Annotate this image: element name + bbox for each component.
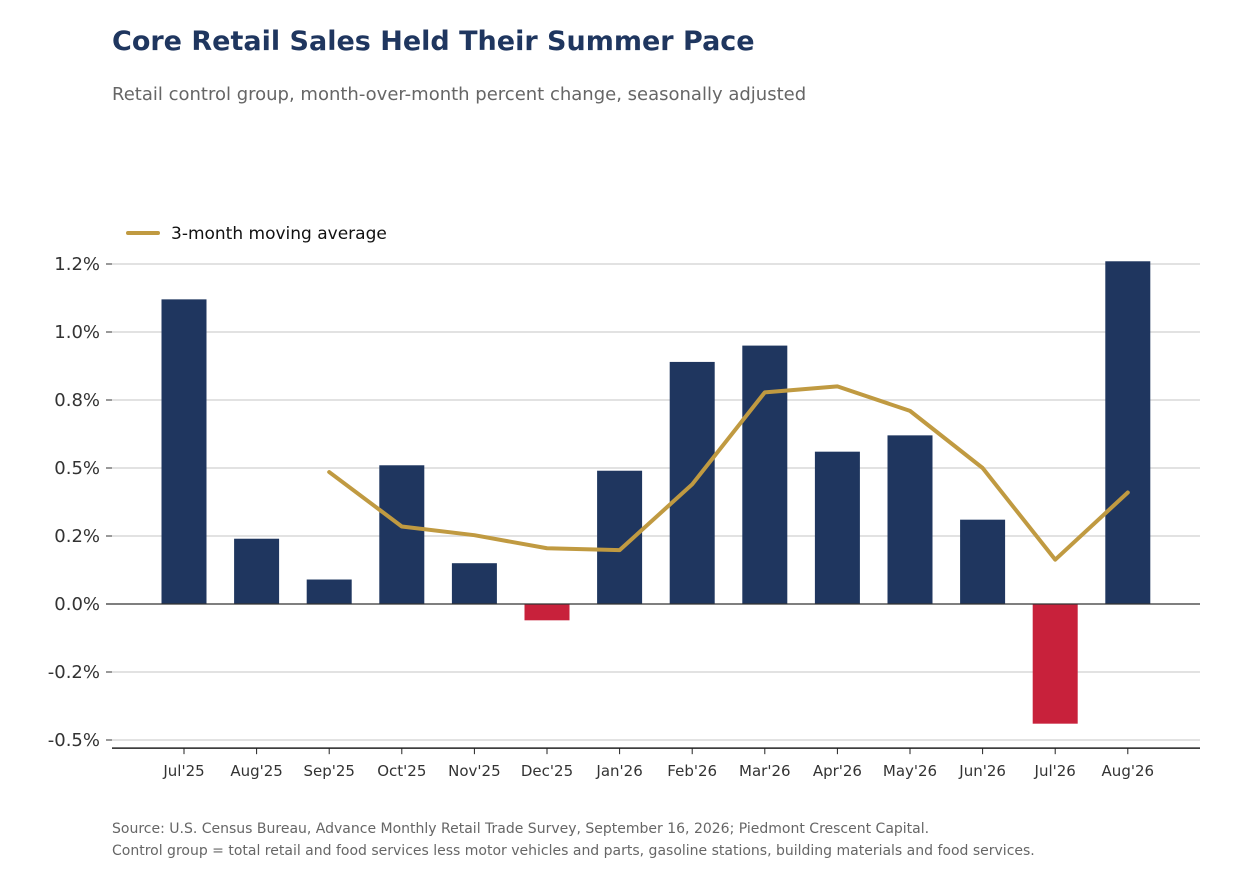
definition-note: Control group = total retail and food se… [112,843,1035,859]
bar-Apr26 [814,451,860,604]
legend-label: 3-month moving average [171,224,387,244]
source-note: Source: U.S. Census Bureau, Advance Mont… [112,821,930,837]
x-tick-label: Feb'26 [667,762,717,780]
y-tick-label: 1.0% [54,322,100,343]
y-tick-label: -0.5% [48,730,100,751]
y-tick-label: 0.5% [54,458,100,479]
legend: 3-month moving average [126,224,387,244]
x-tick-label: Nov'25 [448,762,501,780]
bar-Mar26 [742,345,788,604]
y-tick-label: 0.0% [54,594,100,615]
bar-Nov25 [451,563,497,604]
y-tick-label: 0.2% [54,526,100,547]
x-tick-label: Apr'26 [813,762,862,780]
x-tick-label: Jun'26 [958,762,1006,780]
x-tick-label: May'26 [883,762,937,780]
x-tick-label: Oct'25 [377,762,426,780]
chart-subtitle: Retail control group, month-over-month p… [112,84,807,105]
y-tick-label: -0.2% [48,662,100,683]
x-tick-label: Jul'26 [1034,762,1076,780]
bar-Jun26 [960,519,1006,604]
chart-title: Core Retail Sales Held Their Summer Pace [112,26,755,57]
y-tick-label: 0.8% [54,390,100,411]
bar-Sep25 [306,579,352,604]
x-tick-label: Aug'26 [1102,762,1155,780]
bar-Aug25 [234,538,280,604]
bar-Aug26 [1105,261,1151,604]
axes: 1.2% 1.0% 0.8% 0.5% 0.2% 0.0% -0.2% -0.5% Jul'25… [48,254,1200,780]
x-tick-label: Sep'25 [303,762,354,780]
x-tick-label: Jan'26 [595,762,642,780]
chart-footer: Source: U.S. Census Bureau, Advance Mont… [112,818,1035,862]
bar-Jul26 [1032,604,1078,724]
bar-Jul25 [161,299,207,604]
grid-lines [112,263,1200,741]
bar-Dec25 [524,604,570,621]
x-tick-label: Aug'25 [230,762,283,780]
bars [161,261,1151,724]
y-tick-label: 1.2% [54,254,100,275]
x-tick-label: Jul'25 [162,762,204,780]
bar-May26 [887,435,933,604]
x-tick-label: Mar'26 [739,762,791,780]
moving-average-line [327,384,1130,562]
bar-Oct25 [379,465,425,604]
x-tick-label: Dec'25 [521,762,573,780]
moving-average-line-group [327,384,1130,562]
